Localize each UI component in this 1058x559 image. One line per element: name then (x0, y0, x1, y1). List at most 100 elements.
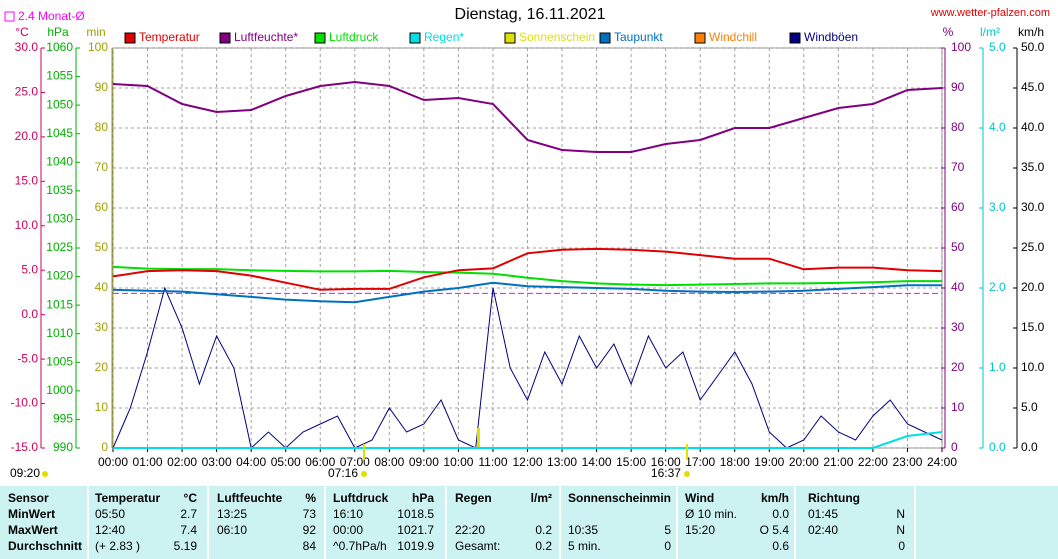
legend-swatch (219, 32, 231, 44)
x-tick-label: 16:00 (651, 455, 681, 469)
table-cell: N (896, 507, 905, 521)
table-cell: 06:10 (217, 523, 247, 537)
series-line (112, 80, 943, 153)
table-cell: 12:40 (95, 523, 125, 537)
table-cell: 02:40 (808, 523, 838, 537)
y-tick-label: 20.0 (1021, 280, 1045, 294)
legend-label: Temperatur (139, 30, 200, 44)
y-tick-label: 30.0 (15, 40, 39, 54)
y-tick-label: 1020 (46, 269, 73, 283)
table-cell: 5.19 (174, 539, 198, 553)
y-tick-label: 1005 (46, 354, 73, 368)
y-tick-label: 20 (95, 360, 109, 374)
table-cell: 5 min. (568, 539, 601, 553)
y-tick-label: 1010 (46, 326, 73, 340)
x-tick-label: 13:00 (547, 455, 577, 469)
table-header-unit: min (650, 491, 671, 505)
table-cell: 01:45 (808, 507, 838, 521)
sun-icon (683, 471, 690, 477)
table-cell: 0.0 (772, 507, 789, 521)
table-cell: ^0.7hPa/h (333, 539, 387, 553)
table-cell: (+ 2.83 ) (95, 539, 140, 553)
legend-label: Windböen (804, 30, 858, 44)
table-header-unit: km/h (761, 491, 789, 505)
y-tick-label: 995 (53, 412, 73, 426)
row-label: MinWert (8, 507, 55, 521)
y-tick-label: 100 (951, 40, 971, 54)
y-tick-label: 4.0 (989, 120, 1006, 134)
legend-swatch (314, 32, 326, 44)
y-tick-label: 30.0 (1021, 200, 1045, 214)
sunshine-bar (476, 428, 480, 448)
y-tick-label: 10 (95, 400, 109, 414)
y-tick-label: -10.0 (11, 396, 39, 410)
x-tick-label: 18:00 (720, 455, 750, 469)
y-tick-label: 3.0 (989, 200, 1006, 214)
website[interactable]: www.wetter-pfalzen.com (930, 7, 1050, 19)
table-cell: Gesamt: (455, 539, 500, 553)
annotation: 09:20 (10, 466, 40, 480)
table-header: Temperatur (95, 491, 160, 505)
legend-label: Luftfeuchte* (234, 30, 298, 44)
legend-swatch (694, 32, 706, 44)
x-tick-label: 23:00 (892, 455, 922, 469)
y-tick-label: 25.0 (15, 85, 39, 99)
table-header: Sensor (8, 491, 49, 505)
x-tick-label: 09:00 (409, 455, 439, 469)
y-tick-label: 50 (95, 240, 109, 254)
y-tick-label: 1025 (46, 240, 73, 254)
legend-label: Windchill (709, 30, 757, 44)
y-tick-label: 15.0 (15, 174, 39, 188)
y-tick-label: 1030 (46, 212, 73, 226)
y-tick-label: 20.0 (15, 129, 39, 143)
y-tick-label: 0 (101, 440, 108, 454)
y-tick-label: 1050 (46, 97, 73, 111)
x-tick-label: 21:00 (823, 455, 853, 469)
y-tick-label: 70 (95, 160, 109, 174)
y-tick-label: -15.0 (11, 440, 39, 454)
table-cell: 0.2 (535, 523, 552, 537)
x-tick-label: 05:00 (271, 455, 301, 469)
table-header: Richtung (808, 491, 860, 505)
y-tick-label: 10.0 (15, 218, 39, 232)
table-cell: 5 (664, 523, 671, 537)
y-tick-label: 45.0 (1021, 80, 1045, 94)
x-tick-label: 03:00 (202, 455, 232, 469)
axis-unit: % (943, 25, 954, 39)
x-tick-label: 02:00 (167, 455, 197, 469)
table-cell: 1021.7 (397, 523, 434, 537)
y-tick-label: 60 (951, 200, 965, 214)
y-tick-label: 1060 (46, 40, 73, 54)
y-tick-label: 2.0 (989, 280, 1006, 294)
y-tick-label: 40.0 (1021, 120, 1045, 134)
y-tick-label: 30 (95, 320, 109, 334)
table-cell: 73 (303, 507, 317, 521)
series-line (112, 265, 942, 287)
y-tick-label: 0.0 (989, 440, 1006, 454)
y-tick-label: 1045 (46, 126, 73, 140)
table-cell: 0.2 (535, 539, 552, 553)
y-tick-label: 1000 (46, 383, 73, 397)
y-tick-label: 50.0 (1021, 40, 1045, 54)
table-header: Wind (685, 491, 714, 505)
axis-unit: min (86, 25, 105, 39)
y-tick-label: 60 (95, 200, 109, 214)
x-tick-label: 00:00 (98, 455, 128, 469)
table-cell: 05:50 (95, 507, 125, 521)
y-tick-label: 5.0 (1021, 400, 1038, 414)
x-tick-label: 22:00 (858, 455, 888, 469)
y-tick-label: 990 (53, 440, 73, 454)
legend-swatch (409, 32, 421, 44)
x-tick-label: 19:00 (754, 455, 784, 469)
y-tick-label: 1035 (46, 183, 73, 197)
series-line (112, 281, 942, 304)
table-header-unit: l/m² (531, 491, 552, 505)
chart-title: Dienstag, 16.11.2021 (455, 6, 606, 23)
table-cell: 0 (898, 539, 905, 553)
y-tick-label: 1.0 (989, 360, 1006, 374)
legend-swatch (599, 32, 611, 44)
y-tick-label: 25.0 (1021, 240, 1045, 254)
x-tick-label: 08:00 (374, 455, 404, 469)
legend-label: Taupunkt (614, 30, 663, 44)
x-tick-label: 15:00 (616, 455, 646, 469)
